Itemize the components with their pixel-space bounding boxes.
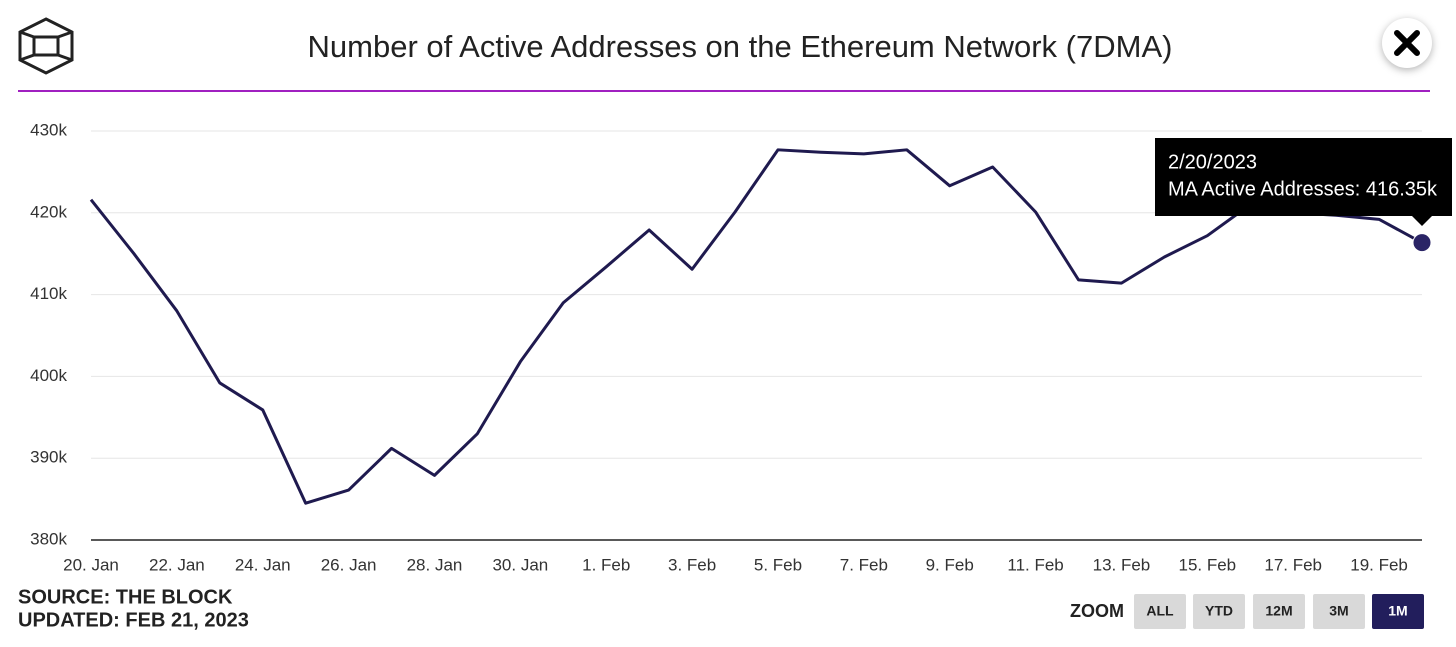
x-tick-label: 20. Jan	[63, 555, 119, 574]
logo	[18, 17, 74, 75]
tooltip-box	[1155, 138, 1452, 226]
zoom-button[interactable]	[1313, 594, 1365, 629]
data-line	[89, 148, 1423, 505]
zoom-button-label[interactable]: 12M	[1265, 603, 1292, 619]
zoom-button[interactable]	[1372, 594, 1424, 629]
zoom-button[interactable]	[1253, 594, 1305, 629]
x-tick-label: 15. Feb	[1178, 555, 1236, 574]
zoom-button[interactable]	[1193, 594, 1245, 629]
zoom-button-label[interactable]: ALL	[1146, 603, 1174, 619]
x-tick-label: 19. Feb	[1350, 555, 1408, 574]
y-tick-label: 410k	[30, 284, 67, 303]
x-tick-label: 7. Feb	[840, 555, 888, 574]
y-tick-label: 420k	[30, 202, 67, 221]
x-tick-label: 22. Jan	[149, 555, 205, 574]
x-tick-label: 9. Feb	[926, 555, 974, 574]
x-tick-label: 3. Feb	[668, 555, 716, 574]
x-tick-label: 28. Jan	[407, 555, 463, 574]
zoom-button-label[interactable]: YTD	[1205, 603, 1233, 619]
y-tick-label: 380k	[30, 529, 67, 548]
source: SOURCE: THE BLOCK	[18, 586, 233, 608]
x-tick-label: 30. Jan	[492, 555, 548, 574]
zoom-label: ZOOM	[1070, 601, 1124, 621]
tooltip-text: MA Active Addresses: 416.35k	[1168, 178, 1438, 200]
tooltip-date: 2/20/2023	[1168, 151, 1257, 173]
x-tick-label: 13. Feb	[1093, 555, 1151, 574]
zoom-button[interactable]	[1134, 594, 1186, 629]
y-tick-label: 390k	[30, 448, 67, 467]
chart-title: Number of Active Addresses on the Ethere…	[308, 29, 1173, 64]
zoom-button-label[interactable]: 3M	[1329, 603, 1348, 619]
hover-marker	[1412, 233, 1432, 253]
x-tick-label: 24. Jan	[235, 555, 291, 574]
close-button[interactable]	[1382, 18, 1432, 68]
zoom-button-label[interactable]: 1M	[1388, 603, 1407, 619]
x-tick-label: 1. Feb	[582, 555, 630, 574]
y-tick-label: 430k	[30, 120, 67, 139]
x-tick-label: 17. Feb	[1264, 555, 1322, 574]
x-tick-label: 11. Feb	[1007, 555, 1063, 574]
updated: UPDATED: FEB 21, 2023	[18, 609, 249, 631]
x-tick-label: 5. Feb	[754, 555, 802, 574]
y-tick-label: 400k	[30, 366, 67, 385]
x-tick-label: 26. Jan	[321, 555, 377, 574]
